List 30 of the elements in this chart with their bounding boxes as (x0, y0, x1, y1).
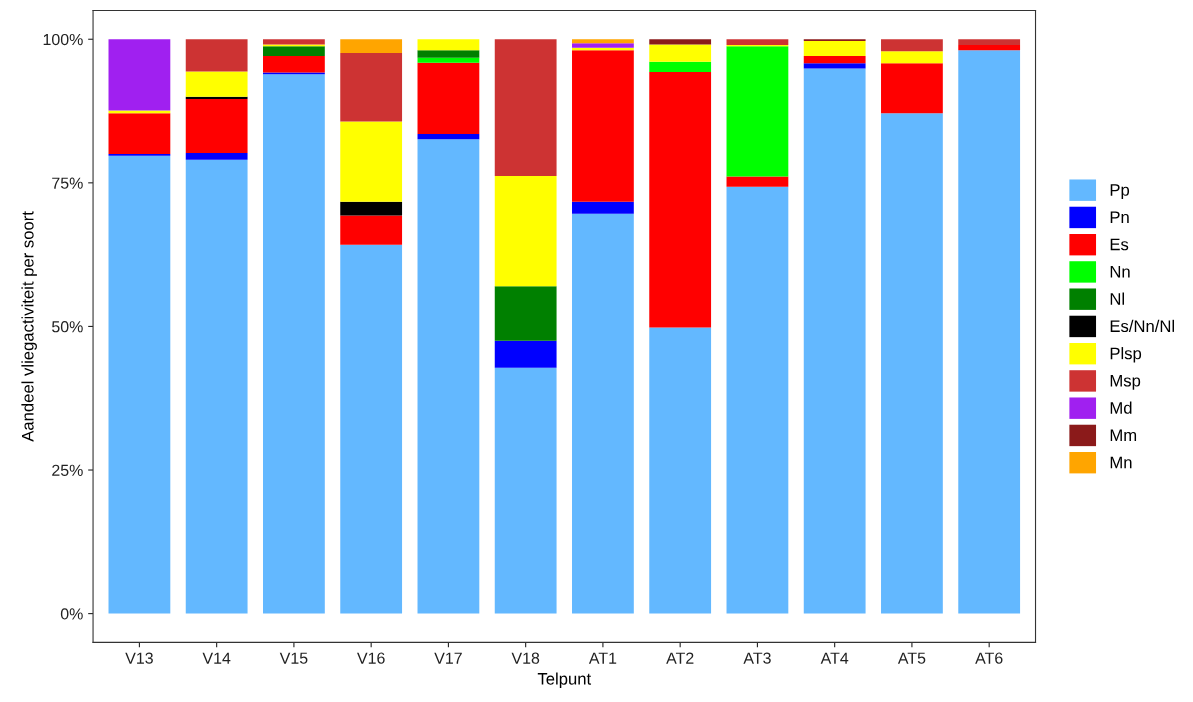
x-tick-label: AT2 (666, 652, 694, 664)
y-axis-title: Aandeel vliegactiviteit per soort (21, 211, 37, 442)
x-tick-label: AT3 (743, 652, 771, 664)
legend-label: Msp (1110, 374, 1141, 390)
y-tick-label: 75% (52, 177, 83, 189)
legend-label: Nn (1110, 265, 1130, 278)
x-tick-label: AT5 (897, 652, 926, 664)
x-tick-label: V16 (357, 652, 385, 664)
y-tick-label: 50% (52, 321, 83, 333)
x-tick-label: AT1 (588, 652, 617, 664)
x-tick-label: AT4 (820, 652, 849, 664)
legend-label: Mn (1110, 456, 1132, 469)
legend-label: Pp (1110, 184, 1130, 200)
x-tick-label: V18 (511, 652, 540, 664)
legend-label: Es/Nn/Nl (1110, 319, 1175, 333)
legend-label: Md (1110, 401, 1132, 414)
x-tick-label: V13 (125, 652, 153, 664)
x-tick-label: V14 (202, 652, 231, 664)
y-tick-label: 0% (60, 608, 83, 620)
legend-label: Pn (1110, 211, 1129, 223)
x-tick-label: V15 (279, 652, 308, 664)
y-tick-label: 100% (43, 33, 83, 46)
y-tick-label: 25% (52, 464, 83, 476)
legend-label: Es (1110, 238, 1129, 251)
legend-label: Nl (1110, 292, 1124, 305)
legend-label: Plsp (1110, 347, 1142, 363)
x-tick-label: AT6 (975, 652, 1003, 664)
legend-label: Mm (1110, 429, 1137, 441)
x-tick-label: V17 (434, 652, 462, 664)
x-axis-title: Telpunt (537, 672, 592, 689)
